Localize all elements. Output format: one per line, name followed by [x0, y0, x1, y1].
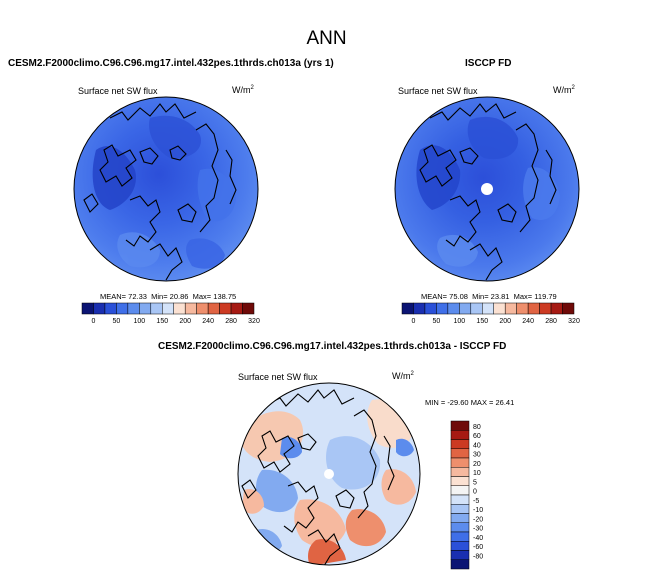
difference-colorbar-tick: 40 — [473, 442, 481, 449]
difference-colorbar-box — [450, 476, 470, 486]
test-colorbar-tick: 320 — [248, 318, 260, 325]
reference-colorbar-box — [539, 302, 552, 315]
difference-polar-map — [237, 382, 421, 566]
reference-polar-map — [394, 96, 580, 282]
test-colorbar-tick: 150 — [156, 318, 168, 325]
test-polar-map — [73, 96, 259, 282]
reference-colorbar-box — [401, 302, 414, 315]
difference-colorbar: 80 60 40 30 20 10 5 0 -5 -10 -20 -30 -40 -60 -80 — [450, 420, 483, 570]
reference-colorbar-tick: 0 — [412, 318, 416, 325]
difference-colorbar-tick: 5 — [473, 479, 477, 486]
test-colorbar: 0 50 100 150 200 240 280 320 — [81, 302, 260, 325]
test-colorbar-tick: 50 — [113, 318, 121, 325]
reference-colorbar-box — [470, 302, 483, 315]
reference-colorbar-box — [527, 302, 540, 315]
difference-colorbar-tick: -80 — [473, 553, 483, 560]
reference-units: W/m2 — [553, 85, 575, 95]
difference-variable-name: Surface net SW flux — [238, 372, 318, 382]
reference-colorbar-tick: 150 — [476, 318, 488, 325]
difference-colorbar-box — [450, 485, 470, 496]
reference-colorbar: 0 50 100 150 200 240 280 320 — [401, 302, 580, 325]
reference-colorbar-box — [562, 302, 575, 315]
difference-colorbar-tick: 20 — [473, 461, 481, 468]
test-panel-title: CESM2.F2000climo.C96.C96.mg17.intel.432p… — [8, 58, 334, 69]
difference-colorbar-box — [450, 430, 470, 440]
difference-colorbar-box — [450, 420, 470, 431]
test-colorbar-box — [184, 302, 197, 315]
difference-colorbar-tick: 60 — [473, 433, 481, 440]
reference-colorbar-box — [516, 302, 529, 315]
reference-colorbar-tick: 100 — [453, 318, 465, 325]
difference-colorbar-tick: 10 — [473, 470, 481, 477]
reference-colorbar-box — [482, 302, 494, 315]
reference-colorbar-tick: 240 — [522, 318, 534, 325]
test-colorbar-box — [81, 302, 94, 315]
difference-colorbar-box — [450, 467, 470, 477]
test-colorbar-box — [196, 302, 209, 315]
reference-stats: MEAN= 75.08 Min= 23.81 Max= 119.79 — [421, 292, 557, 301]
difference-colorbar-tick: -10 — [473, 507, 483, 514]
test-colorbar-tick: 0 — [92, 318, 96, 325]
test-colorbar-box — [150, 302, 163, 315]
difference-stats: MIN = -29.60 MAX = 26.41 — [425, 398, 515, 407]
test-units: W/m2 — [232, 85, 254, 95]
difference-colorbar-box — [450, 513, 470, 523]
difference-colorbar-box — [450, 448, 470, 459]
reference-colorbar-box — [413, 302, 426, 315]
difference-colorbar-tick: -60 — [473, 544, 483, 551]
test-stats: MEAN= 72.33 Min= 20.86 Max= 138.75 — [100, 292, 237, 301]
reference-colorbar-box — [550, 302, 563, 315]
reference-variable-name: Surface net SW flux — [398, 86, 478, 96]
reference-colorbar-box — [447, 302, 460, 315]
test-variable-name: Surface net SW flux — [78, 86, 158, 96]
page-title: ANN — [306, 28, 347, 49]
test-colorbar-box — [242, 302, 255, 315]
test-colorbar-box — [230, 302, 243, 315]
reference-colorbar-tick: 50 — [433, 318, 441, 325]
reference-colorbar-tick: 280 — [545, 318, 557, 325]
difference-colorbar-box — [450, 457, 470, 468]
reference-colorbar-box — [493, 302, 506, 315]
test-colorbar-box — [173, 302, 186, 315]
difference-colorbar-box — [450, 550, 470, 560]
test-colorbar-tick: 100 — [133, 318, 145, 325]
difference-units: W/m2 — [392, 371, 414, 381]
reference-colorbar-box — [504, 302, 517, 315]
difference-colorbar-tick: -30 — [473, 526, 483, 533]
difference-colorbar-tick: 80 — [473, 424, 481, 431]
difference-panel-title: CESM2.F2000climo.C96.C96.mg17.intel.432p… — [158, 341, 507, 352]
reference-panel-title: ISCCP FD — [465, 58, 512, 69]
reference-colorbar-tick: 320 — [568, 318, 580, 325]
reference-colorbar-box — [424, 302, 437, 315]
difference-colorbar-box — [450, 494, 470, 505]
test-colorbar-box — [93, 302, 106, 315]
difference-colorbar-tick: -40 — [473, 535, 483, 542]
test-colorbar-box — [116, 302, 129, 315]
reference-colorbar-box — [436, 302, 449, 315]
difference-colorbar-box — [450, 559, 470, 570]
difference-colorbar-box — [450, 439, 470, 449]
test-colorbar-tick: 280 — [225, 318, 237, 325]
test-colorbar-box — [139, 302, 152, 315]
test-colorbar-box — [219, 302, 232, 315]
difference-colorbar-box — [450, 531, 470, 542]
test-colorbar-tick: 240 — [202, 318, 214, 325]
test-colorbar-box — [162, 302, 174, 315]
difference-colorbar-box — [450, 504, 470, 514]
reference-colorbar-tick: 200 — [499, 318, 511, 325]
test-colorbar-box — [104, 302, 117, 315]
difference-colorbar-tick: -20 — [473, 516, 483, 523]
test-colorbar-box — [127, 302, 140, 315]
test-colorbar-box — [207, 302, 220, 315]
difference-colorbar-box — [450, 541, 470, 551]
difference-colorbar-tick: -5 — [473, 498, 479, 505]
difference-colorbar-tick: 30 — [473, 452, 481, 459]
test-colorbar-tick: 200 — [179, 318, 191, 325]
difference-colorbar-box — [450, 522, 470, 533]
difference-colorbar-tick: 0 — [473, 489, 477, 496]
reference-colorbar-box — [459, 302, 472, 315]
